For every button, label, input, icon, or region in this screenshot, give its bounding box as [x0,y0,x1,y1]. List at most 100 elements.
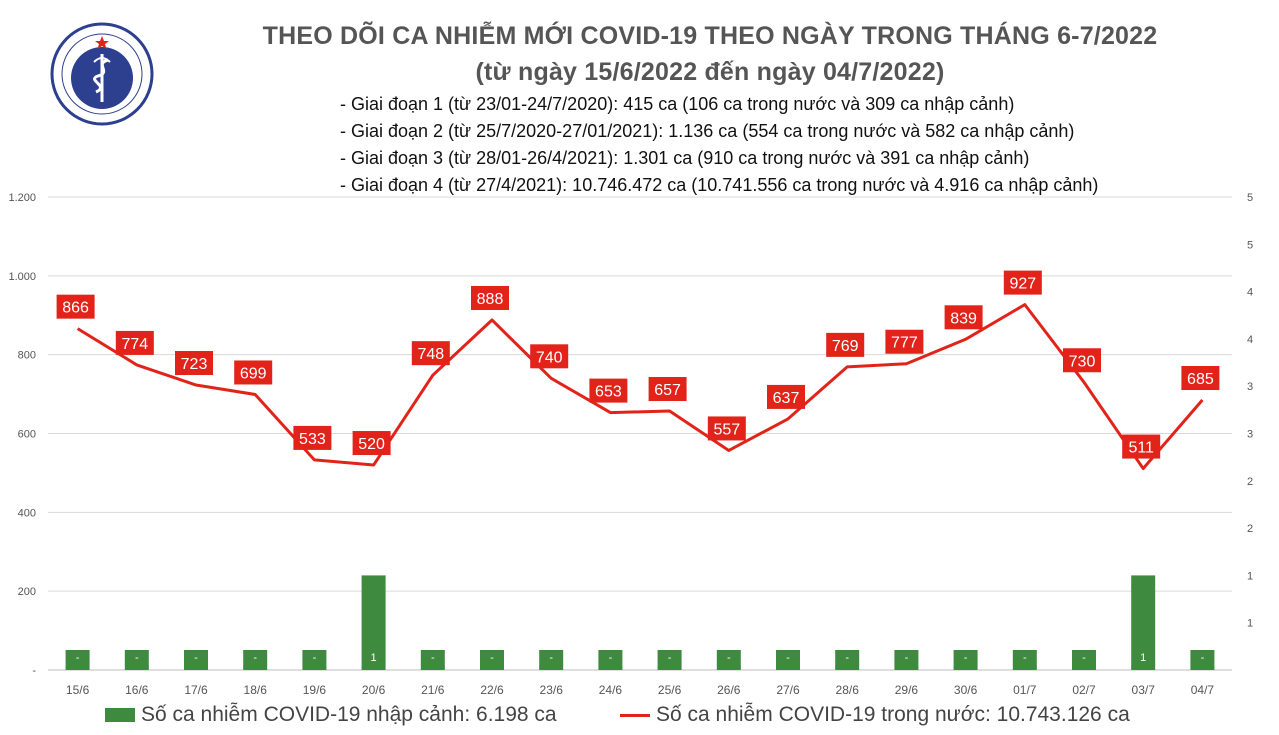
line-data-label: 699 [240,365,267,382]
bar-imported [598,650,623,670]
line-data-label-box [471,285,509,310]
line-data-label: 511 [1128,440,1154,457]
legend-bar-swatch [105,708,135,723]
x-axis-tick-label: 02/7 [1072,683,1096,697]
right-axis-tick-label: 1 [1247,618,1253,630]
line-data-label: 533 [299,431,326,448]
line-data-label-box [1181,365,1220,390]
line-data-label: 520 [358,436,385,453]
bar-data-label: - [135,652,139,664]
bar-imported [65,650,90,670]
left-axis-tick-label: 800 [18,350,36,362]
bar-imported [1072,650,1096,670]
line-data-label: 637 [773,390,800,407]
bar-data-label: - [313,652,317,664]
left-axis-tick-label: 400 [18,507,36,519]
line-data-label: 730 [1069,353,1096,370]
line-data-label-box [1122,434,1161,459]
line-data-label-box [1063,348,1101,373]
right-axis-tick-label: 3 [1247,381,1253,393]
chart-subtitle: (từ ngày 15/6/2022 đến ngày 04/7/2022) [475,58,945,86]
bar-imported [1190,650,1215,670]
line-data-label-box [648,377,687,402]
x-axis-tick-label: 15/6 [66,683,90,697]
left-axis-tick-label: - [32,665,36,677]
right-axis-tick-label: 3 [1247,429,1253,441]
bar-data-label: - [253,652,257,664]
bar-data-label: - [668,652,672,664]
line-data-label: 657 [654,382,681,399]
right-axis-tick-label: 5 [1247,239,1253,251]
bar-data-label: - [1082,652,1086,664]
bar-imported [539,650,564,670]
bar-imported [420,650,445,670]
bar-data-label: - [490,652,494,664]
x-axis-tick-label: 24/6 [599,683,623,697]
line-data-label: 866 [62,300,89,317]
bar-data-label: - [194,652,198,664]
bar-imported [480,650,504,670]
bar-data-label: - [845,652,849,664]
line-data-label-box [944,305,983,330]
x-axis-tick-label: 22/6 [480,683,504,697]
bar-imported [776,650,800,670]
legend-imported: Số ca nhiễm COVID-19 nhập cảnh: 6.198 ca [105,703,557,727]
x-axis-tick-label: 01/7 [1013,683,1037,697]
line-data-label-box [1003,270,1042,295]
phase-4-note: - Giai đoạn 4 (từ 27/4/2021): 10.746.472… [340,175,1099,195]
bar-data-label: - [964,652,968,664]
line-data-label-box [411,341,450,366]
x-axis-tick-label: 16/6 [125,683,149,697]
chart-title: THEO DÕI CA NHIỄM MỚI COVID-19 THEO NGÀY… [262,22,1158,50]
x-axis-tick-label: 29/6 [895,683,919,697]
x-axis-tick-label: 04/7 [1191,683,1215,697]
bar-data-label: - [727,652,731,664]
bar-data-label: - [1023,652,1027,664]
line-data-label-box [826,332,865,357]
line-data-label: 557 [713,421,740,438]
line-data-label-box [352,431,391,456]
legend-line-swatch [620,713,650,717]
right-axis-tick-label: 2 [1247,476,1253,488]
bar-data-label: - [786,652,790,664]
bar-imported [124,650,149,670]
bar-imported [716,650,741,670]
bar-imported [953,650,978,670]
bar-imported [184,650,208,670]
bar-imported [243,650,268,670]
bar-data-label: 1 [1140,652,1146,664]
line-data-label-box [707,416,746,441]
line-data-label-box [293,425,332,450]
bar-data-label: - [1201,652,1205,664]
bar-imported [1131,575,1156,670]
line-data-label: 653 [595,384,622,401]
bar-data-label: - [549,652,553,664]
x-axis-tick-label: 18/6 [244,683,268,697]
legend-domestic: Số ca nhiễm COVID-19 trong nước: 10.743.… [620,703,1130,727]
bar-imported [657,650,682,670]
x-axis-tick-label: 26/6 [717,683,741,697]
line-data-label-box [767,384,805,409]
line-data-label-box [885,329,924,354]
bar-imported [835,650,860,670]
x-axis-tick-label: 21/6 [421,683,445,697]
x-axis-tick-label: 17/6 [184,683,208,697]
bar-data-label: - [76,652,80,664]
x-axis-tick-label: 27/6 [776,683,800,697]
phase-2-note: - Giai đoạn 2 (từ 25/7/2020-27/01/2021):… [340,121,1075,141]
right-axis-tick-label: 4 [1247,287,1253,299]
x-axis-tick-label: 20/6 [362,683,386,697]
line-data-label: 927 [1009,276,1036,293]
x-axis-tick-label: 28/6 [836,683,860,697]
line-data-label: 685 [1187,371,1214,388]
line-data-label: 723 [181,356,208,373]
line-data-label-box [175,351,213,376]
line-domestic [76,303,1204,471]
line-data-label: 769 [832,338,859,355]
bar-data-label: - [905,652,909,664]
x-axis-tick-label: 25/6 [658,683,682,697]
bar-data-label: 1 [371,652,377,664]
left-axis-tick-label: 1.000 [8,271,36,283]
right-axis-tick-label: 1 [1247,570,1253,582]
